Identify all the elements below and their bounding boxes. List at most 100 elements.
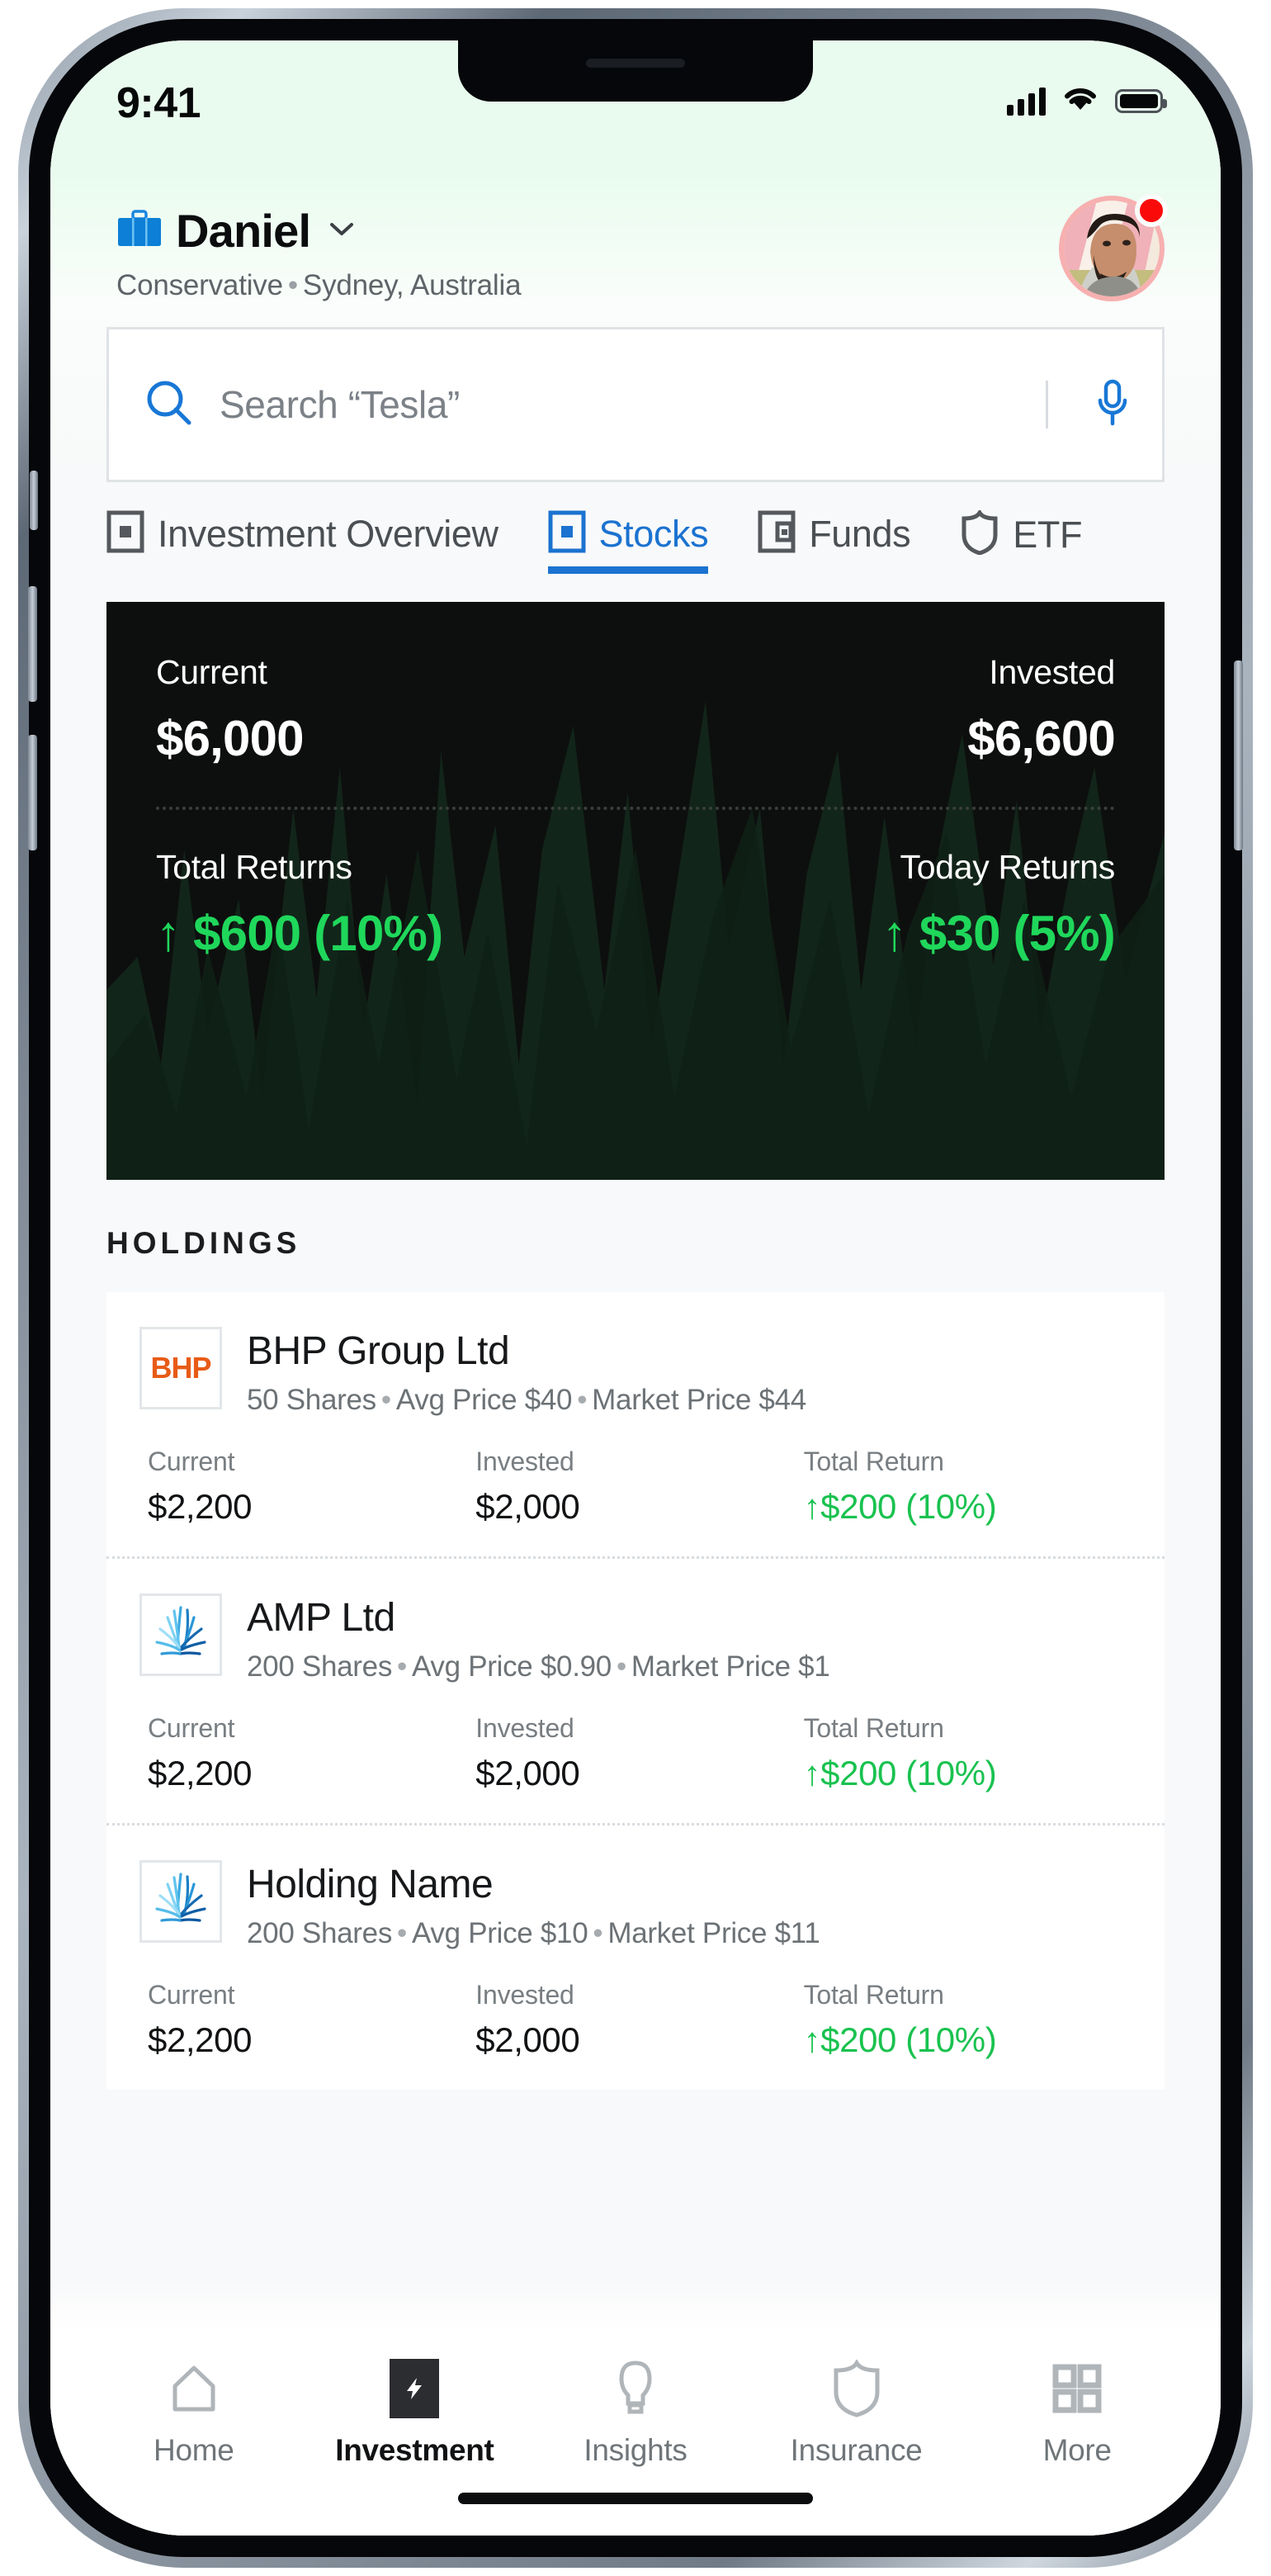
holding-sep-1: •: [397, 1917, 407, 1949]
holding-shares: 50 Shares: [247, 1384, 376, 1416]
holding-stats: Current $2,200 Invested $2,000 Total Ret…: [139, 1713, 1132, 1793]
holding-header: Holding Name 200 Shares • Avg Price $10 • Ma…: [139, 1860, 1132, 1950]
holding-shares: 200 Shares: [247, 1917, 393, 1949]
tab-label: ETF: [1013, 513, 1083, 556]
nav-label: More: [1042, 2433, 1112, 2467]
search-bar[interactable]: Search “Tesla”: [106, 327, 1165, 482]
grid-icon: [1051, 2359, 1103, 2418]
summary-divider: [156, 807, 1115, 810]
chevron-down-icon[interactable]: [327, 219, 357, 243]
silent-switch[interactable]: [30, 471, 38, 530]
nav-item-home[interactable]: Home: [103, 2359, 285, 2468]
summary-current: Current $6,000: [156, 653, 305, 767]
risk-profile-label: Conservative: [116, 269, 283, 301]
nav-item-more[interactable]: More: [986, 2359, 1168, 2468]
app-header: Daniel Conservative • Sydney, Australia: [50, 173, 1221, 302]
app-scroll-container[interactable]: 9:41: [50, 40, 1221, 2536]
invested-label: Invested: [989, 653, 1115, 691]
nav-item-investment[interactable]: Investment: [324, 2359, 505, 2468]
current-value: $6,000: [156, 711, 305, 766]
bottom-nav: Home Investment: [50, 2329, 1221, 2536]
holding-sep-1: •: [397, 1650, 407, 1683]
tab-label: Investment Overview: [158, 512, 498, 555]
holding-text: BHP Group Ltd 50 Shares • Avg Price $40 • Ma…: [247, 1327, 806, 1417]
stat-value: $2,000: [475, 1754, 580, 1792]
location-label: Sydney, Australia: [302, 269, 522, 301]
today-returns-value: ↑ $30 (5%): [881, 906, 1116, 961]
summary-invested: Invested $6,600: [967, 653, 1116, 767]
summary-content: Current $6,000 Invested $6,600 Tota: [156, 653, 1116, 1129]
tabs-scroller[interactable]: Investment Overview Stocks: [50, 482, 1221, 575]
nav-item-insurance[interactable]: Insurance: [766, 2359, 947, 2468]
shield-icon: [960, 508, 999, 559]
stat-label: Total Return: [803, 1713, 944, 1743]
earpiece-speaker: [586, 59, 685, 68]
holding-avg-price: Avg Price $0.90: [412, 1650, 612, 1683]
search-section: Search “Tesla”: [50, 302, 1221, 482]
amp-logo-icon: [139, 1860, 222, 1943]
microphone-icon[interactable]: [1073, 377, 1131, 433]
holding-name: Holding Name: [247, 1863, 494, 1906]
volume-down-button[interactable]: [28, 735, 37, 850]
tab-funds[interactable]: Funds: [758, 510, 911, 574]
holding-invested: Invested $2,000: [475, 1713, 803, 1793]
list-item[interactable]: Holding Name 200 Shares • Avg Price $10 • Ma…: [106, 1825, 1165, 2090]
nav-fade-overlay: [50, 2280, 1221, 2329]
portfolio-background-chart: [106, 701, 1165, 1180]
holding-text: Holding Name 200 Shares • Avg Price $10 • Ma…: [247, 1860, 820, 1950]
stat-value: $2,200: [148, 1487, 253, 1526]
nav-label: Insurance: [790, 2433, 923, 2467]
holding-invested: Invested $2,000: [475, 1980, 803, 2060]
holding-market-price: Market Price $44: [592, 1384, 806, 1416]
holding-name: AMP Ltd: [247, 1596, 395, 1640]
nav-label: Insights: [584, 2433, 687, 2467]
profile-block[interactable]: Daniel Conservative • Sydney, Australia: [116, 191, 522, 302]
invested-value: $6,600: [967, 711, 1116, 766]
stat-value: ↑$200 (10%): [803, 1487, 997, 1526]
cellular-bars-icon: [1007, 87, 1046, 116]
holding-current: Current $2,200: [148, 1713, 475, 1793]
amp-logo-icon: [139, 1593, 222, 1676]
summary-total-returns: Total Returns ↑ $600 (10%): [156, 848, 443, 962]
total-returns-value: ↑ $600 (10%): [156, 906, 443, 961]
holding-total-return: Total Return ↑$200 (10%): [804, 1980, 1132, 2060]
lightning-bolt-icon: [390, 2359, 440, 2418]
holding-subtitle: 200 Shares • Avg Price $0.90 • Market Price …: [247, 1650, 830, 1683]
avatar-wrap[interactable]: [1059, 194, 1168, 301]
profile-name-row[interactable]: Daniel: [116, 204, 521, 258]
status-time: 9:41: [116, 79, 201, 127]
search-input[interactable]: Search “Tesla”: [220, 383, 460, 426]
phone-bezel: 9:41: [29, 19, 1242, 2557]
stat-value: $2,200: [148, 2020, 253, 2059]
nav-item-insights[interactable]: Insights: [545, 2359, 726, 2468]
list-item[interactable]: BHP BHP Group Ltd 50 Shares • Avg Price $4…: [106, 1292, 1165, 1559]
holding-subtitle: 50 Shares • Avg Price $40 • Market Price $44: [247, 1384, 806, 1417]
tab-stocks[interactable]: Stocks: [547, 510, 709, 574]
holding-stats: Current $2,200 Invested $2,000 Total Ret…: [139, 1447, 1132, 1527]
stat-label: Invested: [475, 1980, 574, 2010]
tab-label: Stocks: [598, 512, 709, 555]
power-button[interactable]: [1234, 661, 1243, 850]
list-item[interactable]: AMP Ltd 200 Shares • Avg Price $0.90 • Marke…: [106, 1559, 1165, 1825]
stat-label: Current: [148, 1713, 235, 1743]
stat-label: Invested: [475, 1713, 574, 1743]
summary-top-row: Current $6,000 Invested $6,600: [156, 653, 1116, 767]
home-indicator[interactable]: [458, 2493, 813, 2504]
summary-bottom-row: Total Returns ↑ $600 (10%) Today Returns…: [156, 848, 1116, 962]
holding-total-return: Total Return ↑$200 (10%): [804, 1447, 1132, 1527]
holding-sep-2: •: [616, 1650, 626, 1683]
holdings-list: BHP BHP Group Ltd 50 Shares • Avg Price $4…: [106, 1292, 1165, 2090]
portfolio-summary-card[interactable]: Current $6,000 Invested $6,600 Tota: [106, 602, 1165, 1180]
holding-header: BHP BHP Group Ltd 50 Shares • Avg Price $4…: [139, 1327, 1132, 1417]
tab-investment-overview[interactable]: Investment Overview: [106, 510, 498, 574]
nav-label: Home: [154, 2433, 234, 2467]
stat-label: Current: [148, 1447, 235, 1476]
volume-up-button[interactable]: [28, 586, 37, 702]
stat-value: ↑$200 (10%): [803, 1754, 997, 1792]
nav-label: Investment: [335, 2433, 494, 2467]
briefcase-icon: [116, 210, 163, 252]
holding-invested: Invested $2,000: [475, 1447, 803, 1527]
profile-subtitle: Conservative • Sydney, Australia: [116, 269, 522, 302]
tab-etf[interactable]: ETF: [960, 508, 1083, 575]
notch: [458, 40, 813, 102]
